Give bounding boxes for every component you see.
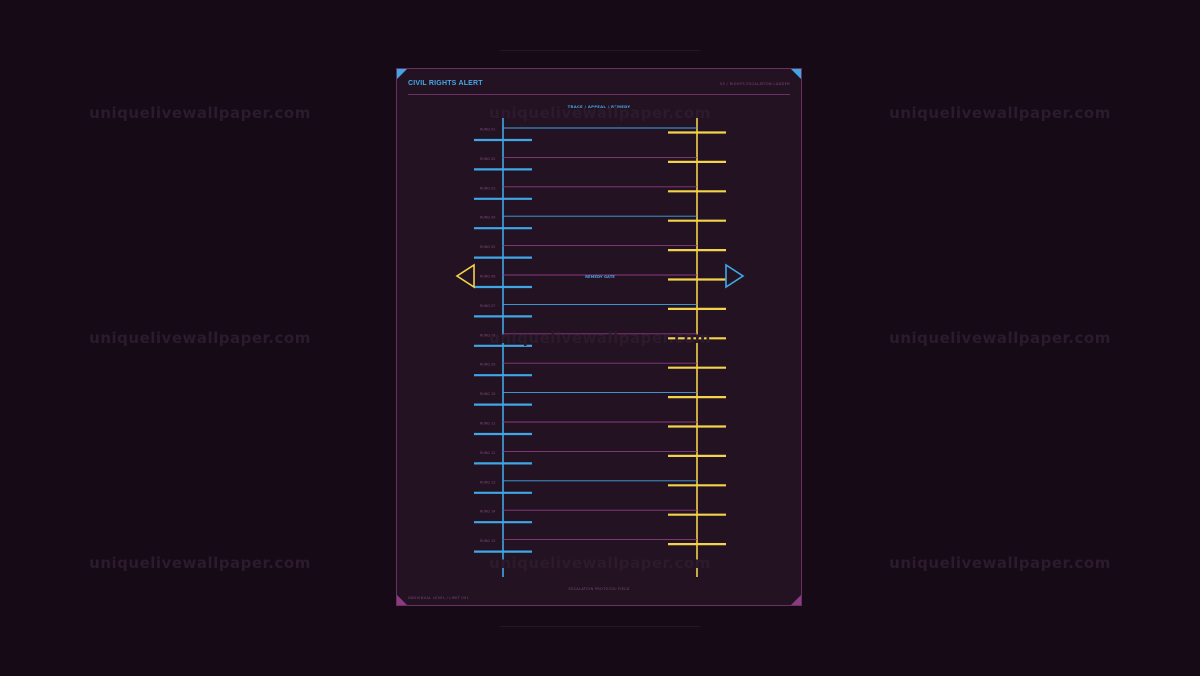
corner-mark-top-right	[791, 69, 801, 79]
right-arrow-icon	[725, 263, 745, 289]
watermark-text: uniquelivewallpaper.com	[489, 104, 711, 122]
poster-reference: 05 / RIGHTS ESCALATION LADDER	[720, 82, 790, 86]
watermark-text: uniquelivewallpaper.com	[89, 554, 311, 572]
rung-label: RUNG 10	[480, 392, 495, 396]
rung-label: RUNG 13	[480, 480, 495, 484]
rung-label: RUNG 09	[480, 363, 495, 367]
remedy-gate-label: REMEDY GATE	[585, 274, 615, 279]
watermark-text: uniquelivewallpaper.com	[489, 329, 711, 347]
rung-label: RUNG 04	[480, 216, 495, 220]
bottom-hairline	[500, 626, 700, 627]
watermark-text: uniquelivewallpaper.com	[889, 329, 1111, 347]
watermark-text: uniquelivewallpaper.com	[489, 554, 711, 572]
rung-label: RUNG 06	[480, 275, 495, 279]
rung-label: RUNG 12	[480, 451, 495, 455]
header-rule	[408, 94, 790, 95]
rung-label: RUNG 11	[480, 422, 495, 426]
rung-label: RUNG 07	[480, 304, 495, 308]
rung-label: RUNG 05	[480, 245, 495, 249]
corner-mark-bottom-left	[397, 595, 407, 605]
poster-title: CIVIL RIGHTS ALERT	[408, 80, 483, 87]
watermark-text: uniquelivewallpaper.com	[889, 104, 1111, 122]
watermark-text: uniquelivewallpaper.com	[89, 104, 311, 122]
top-hairline	[500, 50, 700, 51]
rung-label: RUNG 03	[480, 186, 495, 190]
left-arrow-icon	[455, 263, 475, 289]
rung-label: RUNG 14	[480, 510, 495, 514]
watermark-text: uniquelivewallpaper.com	[89, 329, 311, 347]
poster-footer-left: INDIVIDUAL LEVEL / LIMIT 001	[408, 596, 470, 600]
poster-subtitle: TRACE / APPEAL / REMEDY	[567, 104, 631, 109]
rung-label: RUNG 15	[480, 539, 495, 543]
rung-label: RUNG 01	[480, 128, 495, 132]
corner-mark-top-left	[397, 69, 407, 79]
rung-label: RUNG 08	[480, 333, 495, 337]
corner-mark-bottom-right	[791, 595, 801, 605]
poster-footer-center: ESCALATION PROTOCOL FIELD	[568, 587, 630, 591]
rung-label: RUNG 02	[480, 157, 495, 161]
watermark-text: uniquelivewallpaper.com	[889, 554, 1111, 572]
